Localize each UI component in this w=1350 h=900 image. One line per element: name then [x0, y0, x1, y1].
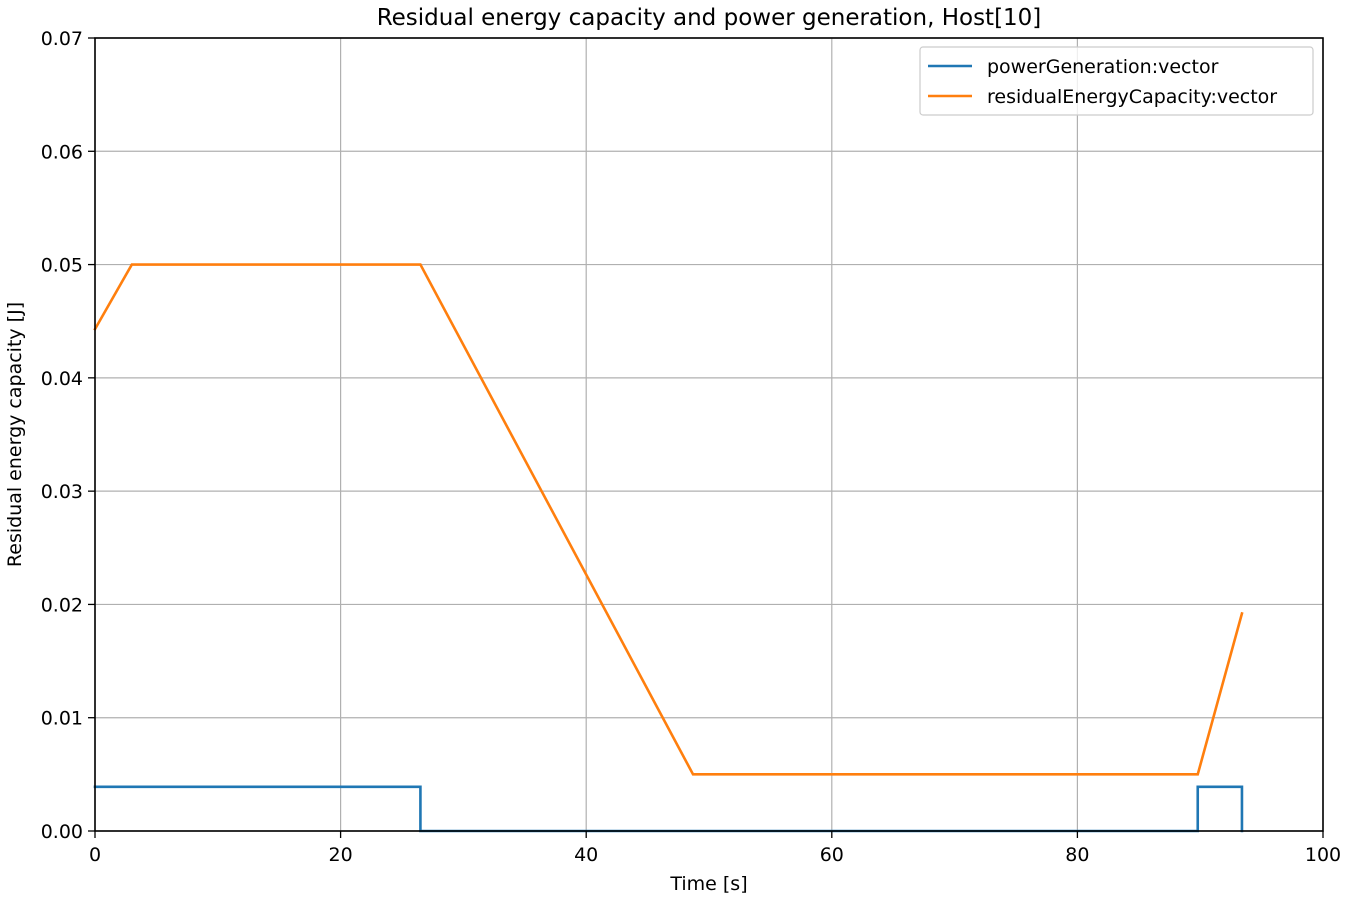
- x-tick-label: 20: [329, 844, 353, 866]
- plot-frame: [94, 37, 1324, 832]
- y-tick-label: 0.05: [41, 255, 83, 277]
- y-tick-label: 0.06: [41, 141, 83, 163]
- x-tick-label: 100: [1305, 844, 1341, 866]
- series-line-1: [93, 263, 1244, 776]
- y-tick-label: 0.04: [41, 368, 83, 390]
- x-tick-label: 0: [89, 844, 101, 866]
- legend-label: residualEnergyCapacity:vector: [987, 86, 1277, 108]
- x-axis-label: Time [s]: [669, 873, 747, 895]
- legend: powerGeneration:vector residualEnergyCapa…: [919, 46, 1314, 116]
- legend-label: powerGeneration:vector: [987, 56, 1219, 78]
- y-tick-label: 0.03: [41, 481, 83, 503]
- y-tick-label: 0.07: [41, 28, 83, 50]
- y-tick-label: 0.02: [41, 594, 83, 616]
- y-tick-label: 0.01: [41, 708, 83, 730]
- legend-box: [919, 46, 1314, 116]
- chart-title: Residual energy capacity and power gener…: [377, 5, 1042, 31]
- x-tick-label: 80: [1065, 844, 1089, 866]
- x-tick-label: 60: [820, 844, 844, 866]
- y-axis-label: Residual energy capacity [J]: [4, 302, 26, 567]
- x-tick-label: 40: [574, 844, 598, 866]
- axis-ticks: 0 20 40 60 80 100 0.00 0.01 0.02 0.03 0.04 0.05 0.06…: [41, 28, 1341, 866]
- y-tick-label: 0.00: [41, 821, 83, 843]
